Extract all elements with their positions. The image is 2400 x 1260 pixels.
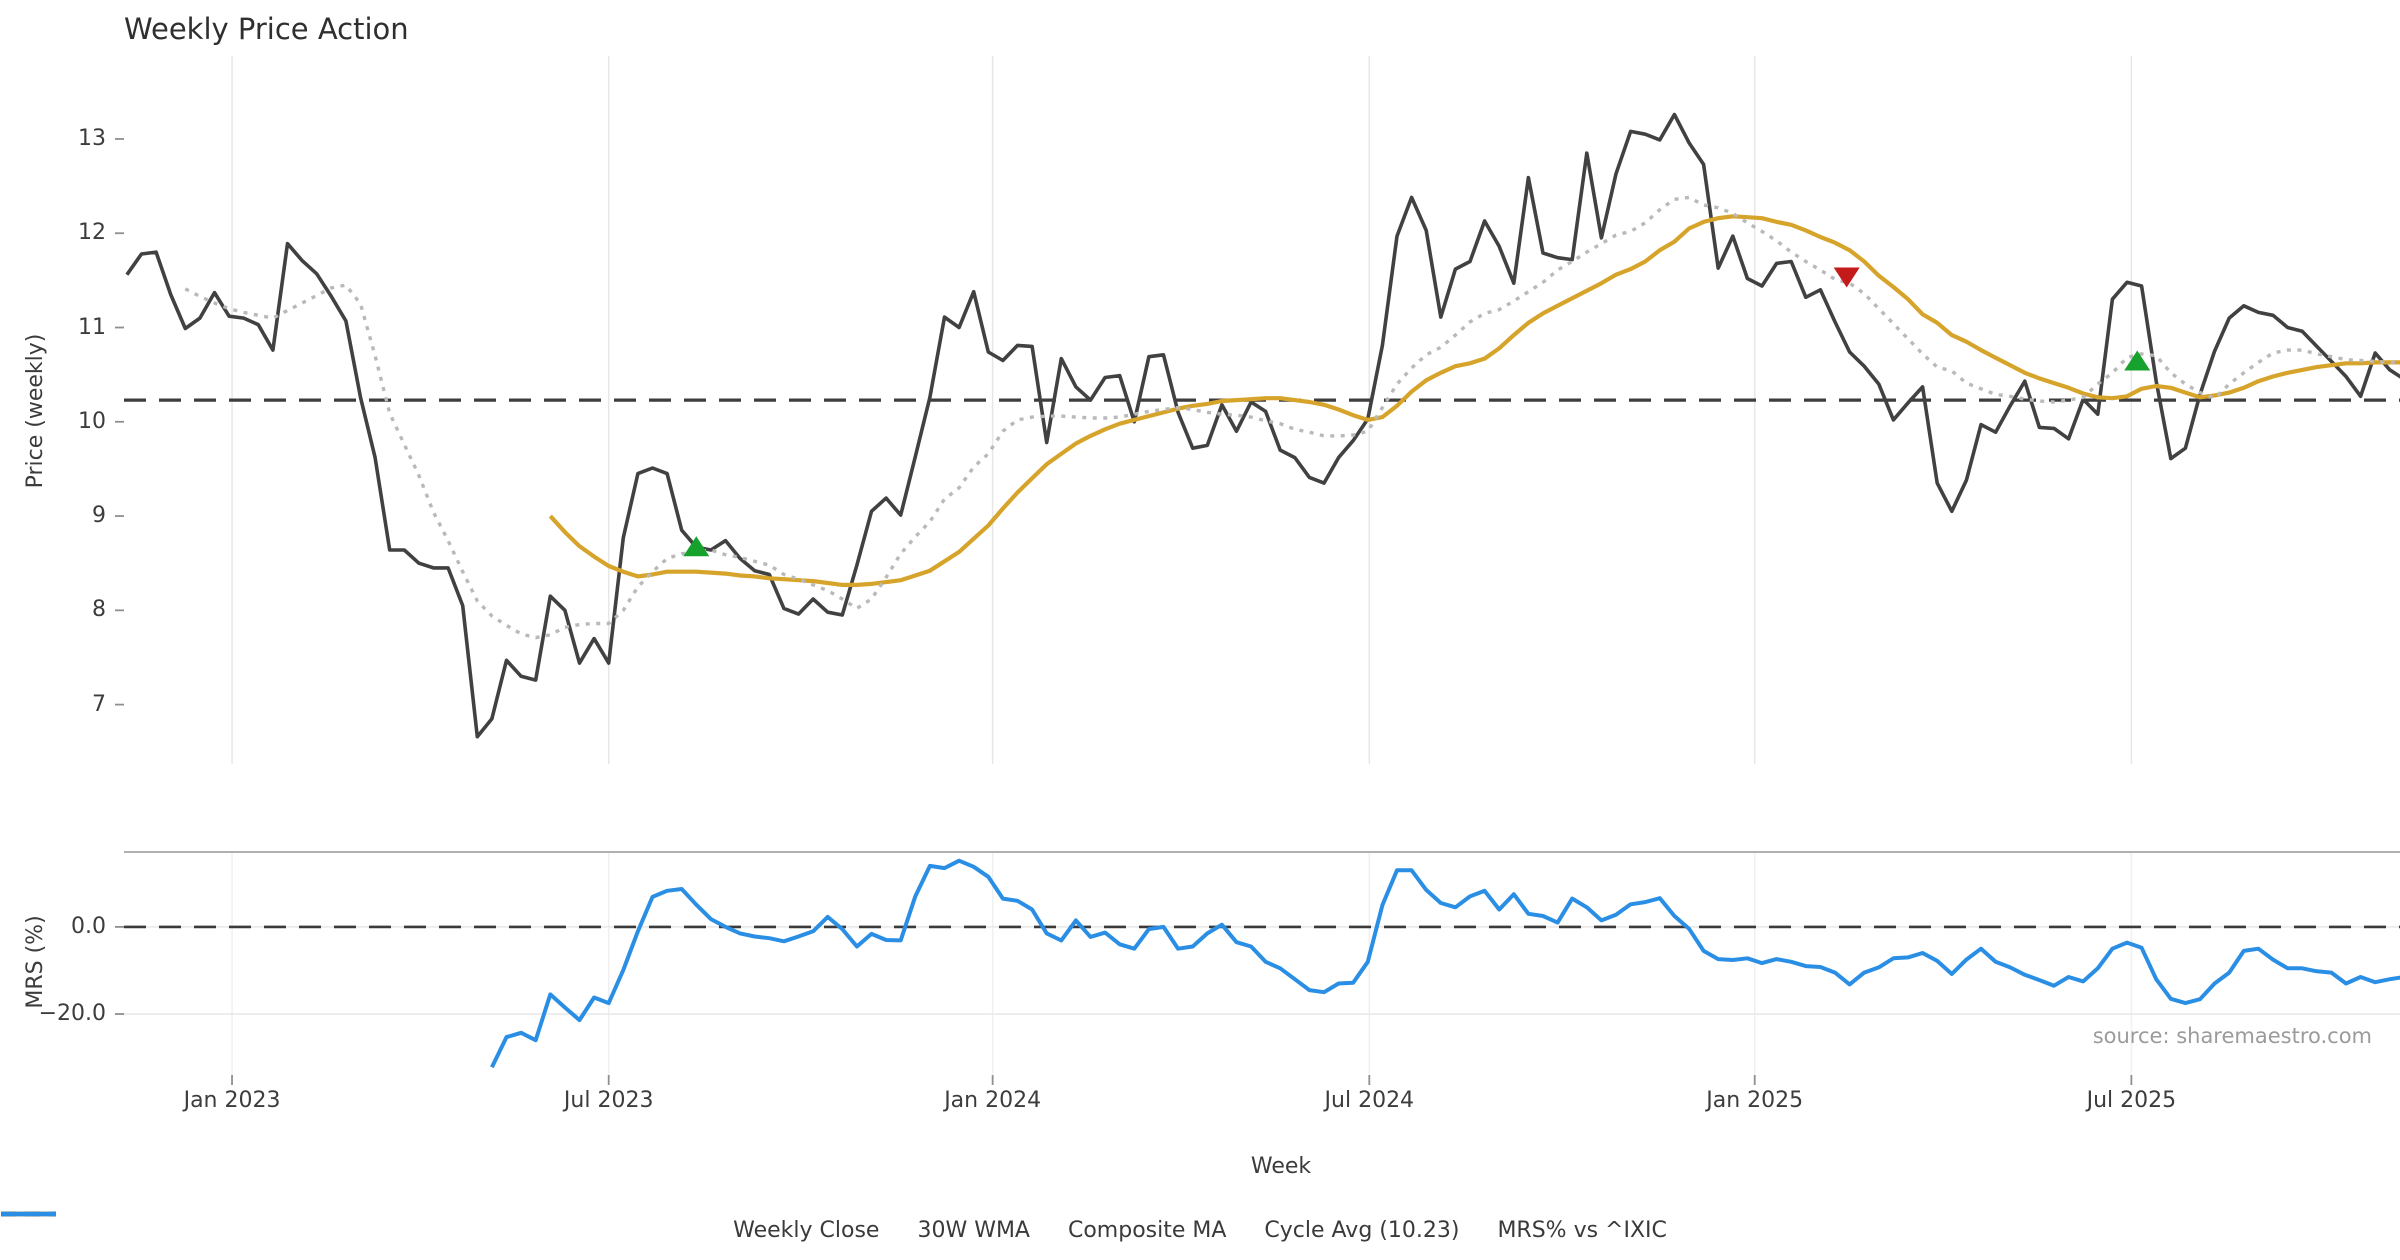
price-ytick-label: 11 bbox=[78, 314, 106, 340]
chart-title: Weekly Price Action bbox=[124, 12, 409, 46]
price-ytick-label: 8 bbox=[92, 597, 106, 623]
price-ytick-label: 12 bbox=[78, 220, 106, 246]
price-ytick-label: 9 bbox=[92, 503, 106, 529]
mrs-ytick-label: 0.0 bbox=[71, 913, 106, 939]
xtick-label: Jan 2025 bbox=[1706, 1088, 1804, 1113]
legend-item-mrs-vs-ixic: MRS% vs ^IXIC bbox=[1, 1211, 1667, 1243]
buy-signal-marker bbox=[683, 536, 710, 557]
xtick-label: Jan 2024 bbox=[944, 1088, 1042, 1113]
price-ytick-label: 10 bbox=[78, 408, 106, 434]
price-ytick-label: 7 bbox=[92, 691, 106, 717]
legend-label: MRS% vs ^IXIC bbox=[1497, 1217, 1667, 1243]
legend: Weekly Close 30W WMA Composite MA Cycle Avg… bbox=[0, 1210, 2400, 1250]
xtick-label: Jan 2023 bbox=[183, 1088, 281, 1113]
mrs-ytick-label: −20.0 bbox=[38, 1001, 106, 1027]
legend-label: Cycle Avg (10.23) bbox=[1264, 1217, 1460, 1243]
legend-item-composite-ma: Composite MA bbox=[1, 1211, 1227, 1243]
legend-label: Composite MA bbox=[1067, 1217, 1227, 1243]
legend-item-30w-wma: 30W WMA bbox=[1, 1211, 1030, 1243]
legend-label: Weekly Close bbox=[733, 1217, 880, 1243]
xtick-label: Jul 2025 bbox=[2086, 1088, 2177, 1113]
price-panel bbox=[124, 112, 2400, 739]
sell-signal-marker bbox=[1833, 267, 1860, 288]
mrs-vs-ixic-line bbox=[490, 858, 2400, 1069]
mrs-panel bbox=[124, 858, 2400, 1069]
composite-ma-line bbox=[184, 195, 2400, 640]
legend-line-sample-icon bbox=[1, 1211, 56, 1217]
source-credit: source: sharemaestro.com bbox=[2092, 1024, 2372, 1048]
buy-signal-marker bbox=[2124, 350, 2151, 371]
legend-label: 30W WMA bbox=[917, 1217, 1030, 1243]
xtick-label: Jul 2024 bbox=[1324, 1088, 1415, 1113]
legend-item-cycle-avg-10-23-: Cycle Avg (10.23) bbox=[1, 1211, 1460, 1243]
x-axis-label: Week bbox=[1250, 1154, 1312, 1179]
weekly-close-line bbox=[125, 112, 2400, 739]
price-ytick-label: 13 bbox=[78, 125, 106, 151]
legend-item-weekly-close: Weekly Close bbox=[1, 1211, 880, 1243]
xtick-label: Jul 2023 bbox=[563, 1088, 654, 1113]
30w-wma-line bbox=[548, 214, 2400, 588]
